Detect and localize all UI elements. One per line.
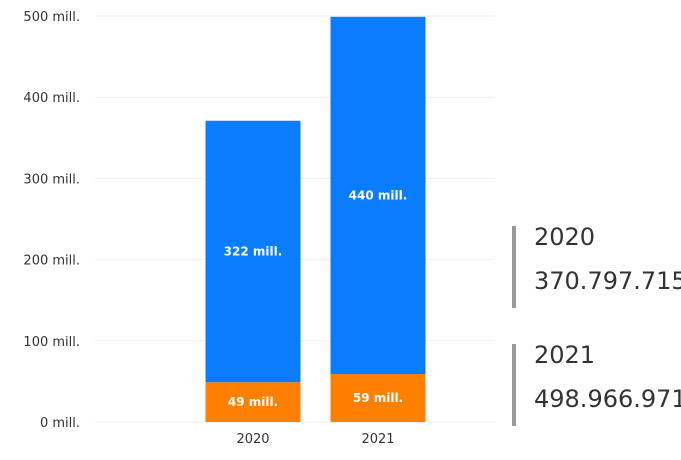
card-title: 2020 — [534, 223, 596, 251]
card-accent-bar — [512, 344, 516, 426]
summary-cards: 2020 370.797.715 2021 498.966.971 — [512, 214, 681, 460]
card-accent-bar — [512, 226, 516, 308]
stacked-bar-chart: 0 mill. 100 mill. 200 mill. 300 mill. 400 mi… — [23, 10, 495, 447]
bar-data-label: 49 mill. — [228, 395, 278, 409]
y-tick-label: 400 mill. — [23, 91, 80, 106]
bar-segment[interactable] — [330, 16, 426, 375]
card-2020: 2020 370.797.715 — [512, 223, 681, 308]
bar-data-label: 59 mill. — [353, 391, 403, 405]
card-title: 2021 — [534, 341, 596, 369]
card-value: 498.966.971 — [534, 385, 681, 413]
y-tick-label: 0 mill. — [40, 416, 80, 431]
y-tick-label: 500 mill. — [23, 10, 80, 25]
bar-data-label: 322 mill. — [224, 244, 283, 258]
bar-segment[interactable] — [330, 374, 426, 422]
x-tick-label: 2021 — [361, 432, 394, 447]
card-value: 370.797.715 — [534, 267, 681, 295]
x-tick-label: 2020 — [236, 432, 269, 447]
bar-segment[interactable] — [205, 120, 301, 383]
y-tick-label: 300 mill. — [23, 172, 80, 187]
bar-data-label: 440 mill. — [349, 188, 408, 202]
card-2021: 2021 498.966.971 — [512, 341, 681, 426]
y-tick-label: 100 mill. — [23, 335, 80, 350]
bar-segment[interactable] — [205, 382, 301, 422]
y-tick-label: 200 mill. — [23, 254, 80, 269]
